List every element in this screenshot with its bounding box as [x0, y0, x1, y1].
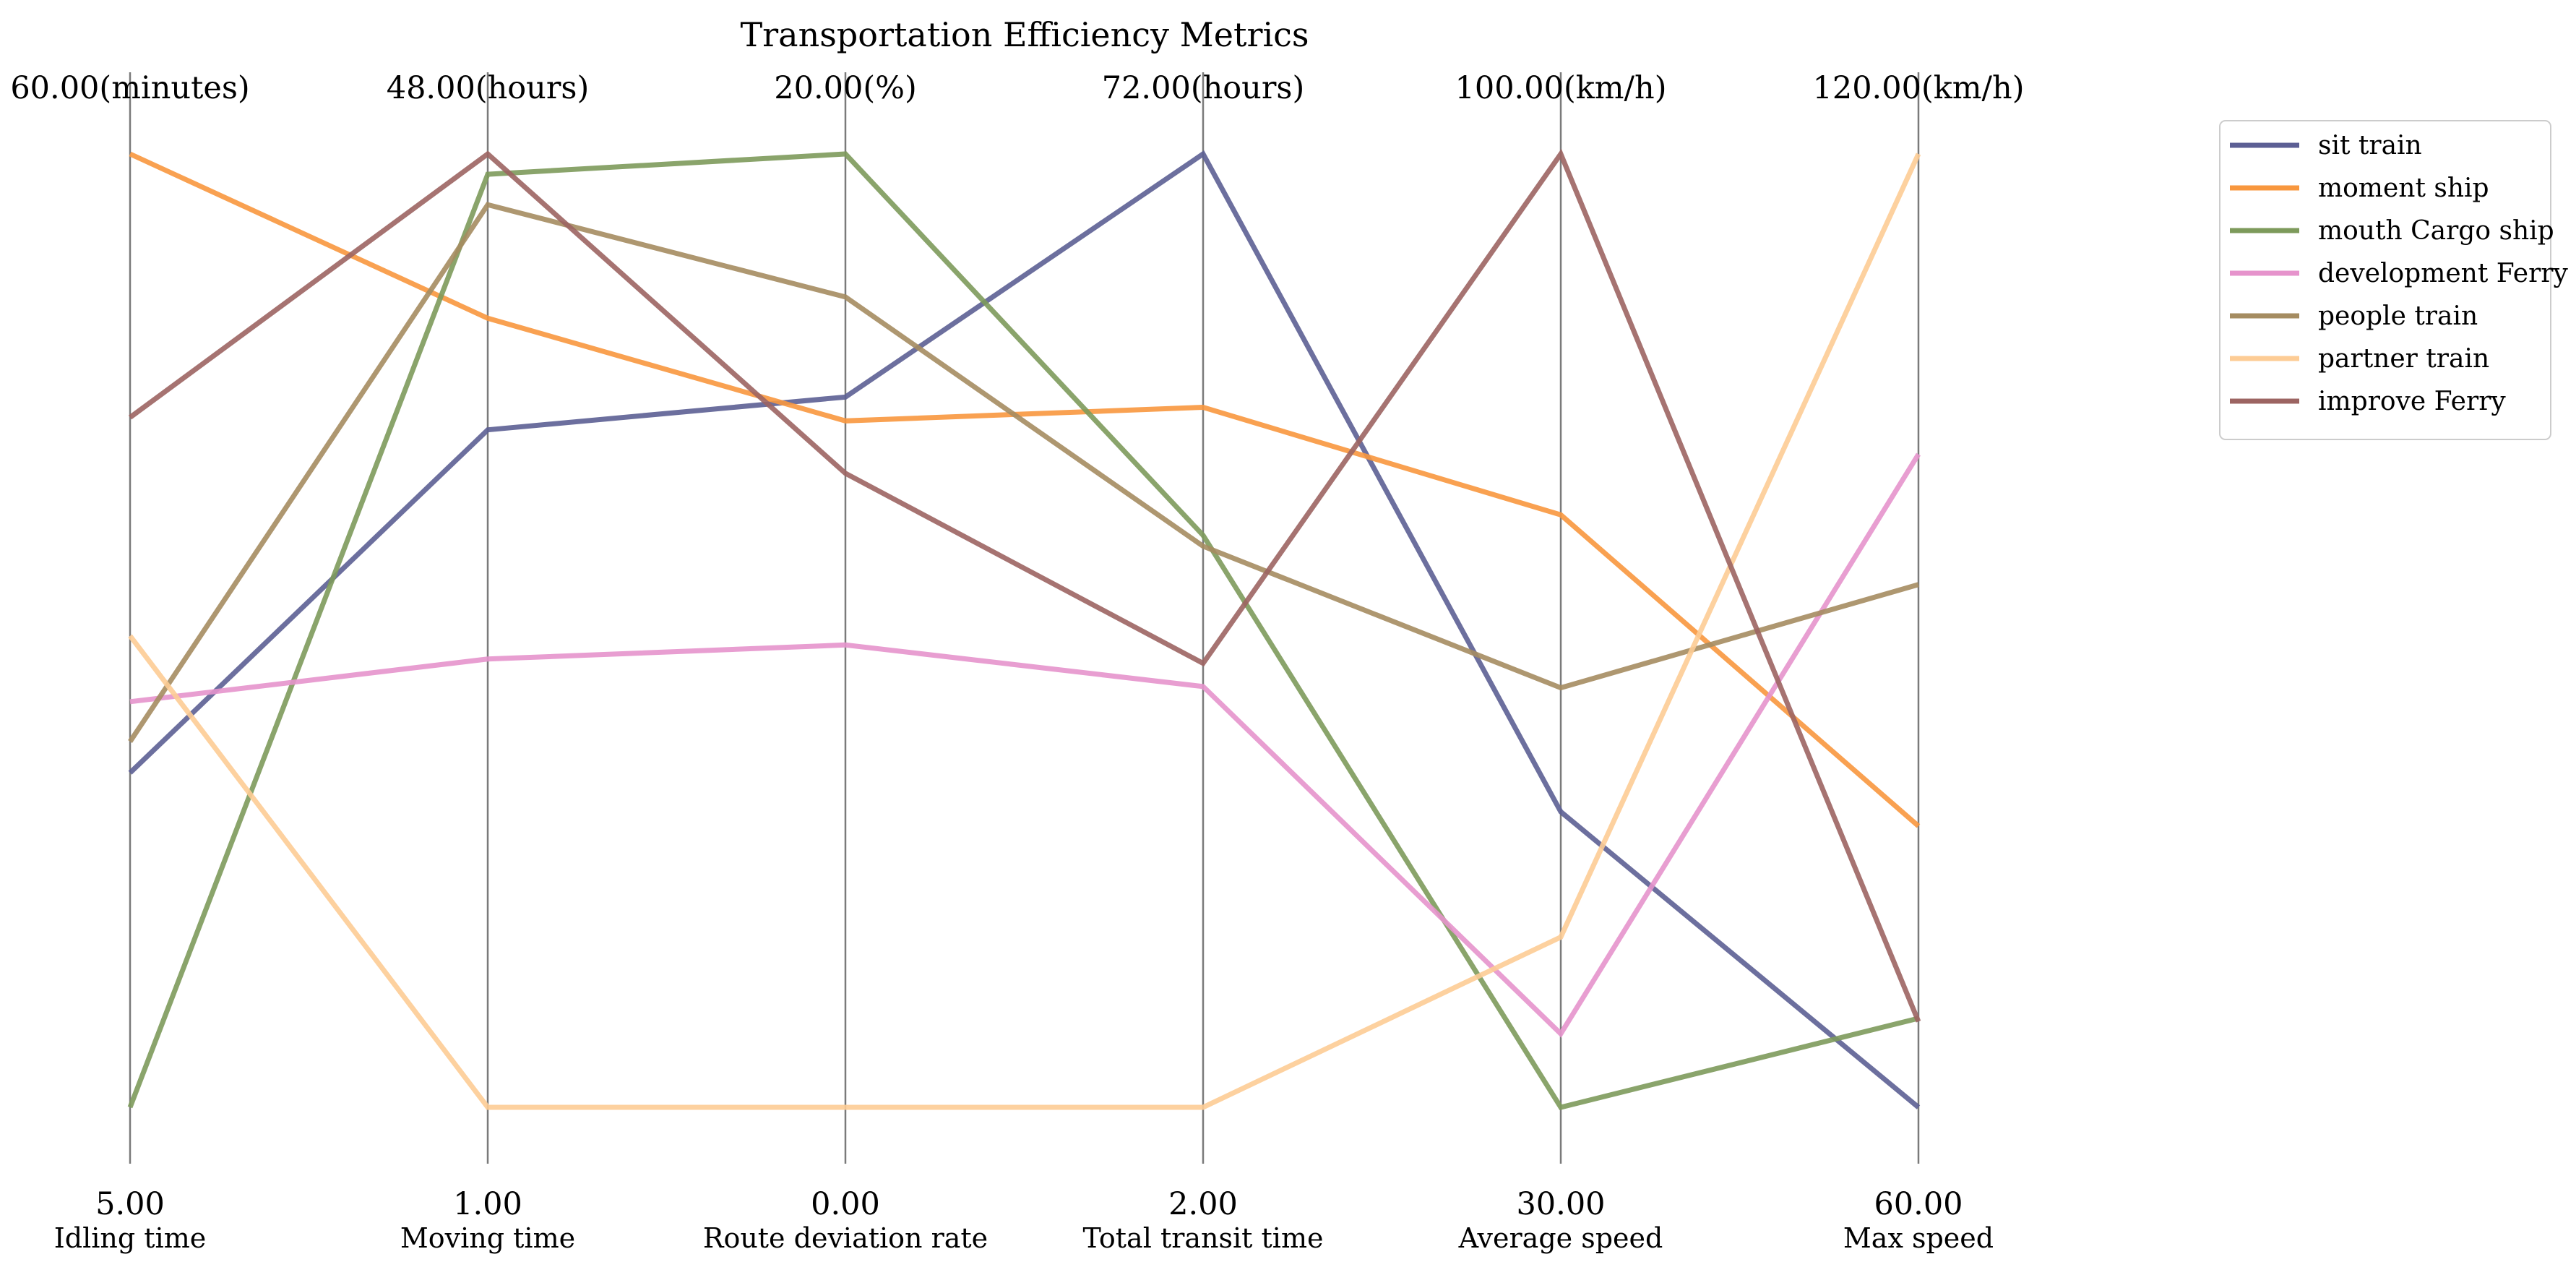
axis-min-label: 30.00 [1516, 1186, 1605, 1222]
axis-min-label: 1.00 [453, 1186, 522, 1222]
axis-min-label: 2.00 [1168, 1186, 1238, 1222]
legend-label: development Ferry [2318, 259, 2568, 288]
legend-item: people train [2230, 301, 2478, 331]
axis-title: Max speed [1843, 1222, 1994, 1254]
axis-title: Total transit time [1083, 1222, 1324, 1254]
legend-item: development Ferry [2230, 259, 2568, 288]
series-layer [127, 148, 1921, 1111]
axis-title: Route deviation rate [703, 1222, 988, 1254]
axis-max-label: 72.00(hours) [1102, 70, 1305, 106]
legend-label: partner train [2318, 344, 2489, 374]
axis-min-label: 60.00 [1874, 1186, 1963, 1222]
legend-item: mouth Cargo ship [2230, 216, 2554, 246]
legend-label: mouth Cargo ship [2318, 216, 2554, 246]
series-line-moment-ship [129, 151, 1921, 828]
series-line-partner-train [128, 153, 1921, 1110]
axis-max-label: 48.00(hours) [387, 70, 590, 106]
series-line-sit-train [128, 150, 1921, 1109]
legend-item: partner train [2230, 344, 2489, 374]
legend-label: people train [2318, 301, 2478, 331]
axis-max-label: 20.00(%) [774, 70, 917, 106]
legend-label: moment ship [2318, 173, 2489, 203]
legend: sit train moment ship mouth Cargo ship deve… [2219, 120, 2568, 440]
legend-item: sit train [2230, 131, 2422, 160]
axis-min-label: 5.00 [95, 1186, 165, 1222]
legend-label: improve Ferry [2318, 387, 2506, 416]
axis-max-label: 100.00(km/h) [1455, 70, 1666, 106]
series-line-improve-ferry [128, 148, 1921, 1023]
series-line-people-train [128, 202, 1919, 743]
axis-max-label: 120.00(km/h) [1812, 70, 2024, 106]
axis-title: Idling time [54, 1222, 206, 1254]
legend-frame [2219, 120, 2551, 440]
axis-title: Moving time [400, 1222, 575, 1254]
axis-max-label: 60.00(minutes) [10, 70, 249, 106]
legend-item: moment ship [2230, 173, 2489, 203]
legend-item: improve Ferry [2230, 387, 2506, 416]
legend-label: sit train [2318, 131, 2422, 160]
chart-title: Transportation Efficiency Metrics [740, 15, 1309, 54]
series-line-mouth-cargo-ship [127, 151, 1919, 1111]
axis-min-label: 0.00 [811, 1186, 880, 1222]
axis-title: Average speed [1458, 1222, 1663, 1254]
series-line-development-ferry [129, 452, 1921, 1038]
